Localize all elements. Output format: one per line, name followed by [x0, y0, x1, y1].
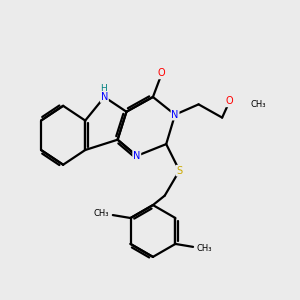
Text: S: S: [176, 166, 182, 176]
Text: N: N: [101, 92, 108, 102]
Text: N: N: [171, 110, 179, 120]
Text: CH₃: CH₃: [196, 244, 212, 253]
Text: O: O: [158, 68, 166, 78]
Text: CH₃: CH₃: [94, 209, 109, 218]
Text: CH₃: CH₃: [250, 100, 266, 109]
Text: N: N: [133, 151, 140, 161]
Text: O: O: [226, 96, 233, 106]
Text: H: H: [100, 84, 107, 93]
